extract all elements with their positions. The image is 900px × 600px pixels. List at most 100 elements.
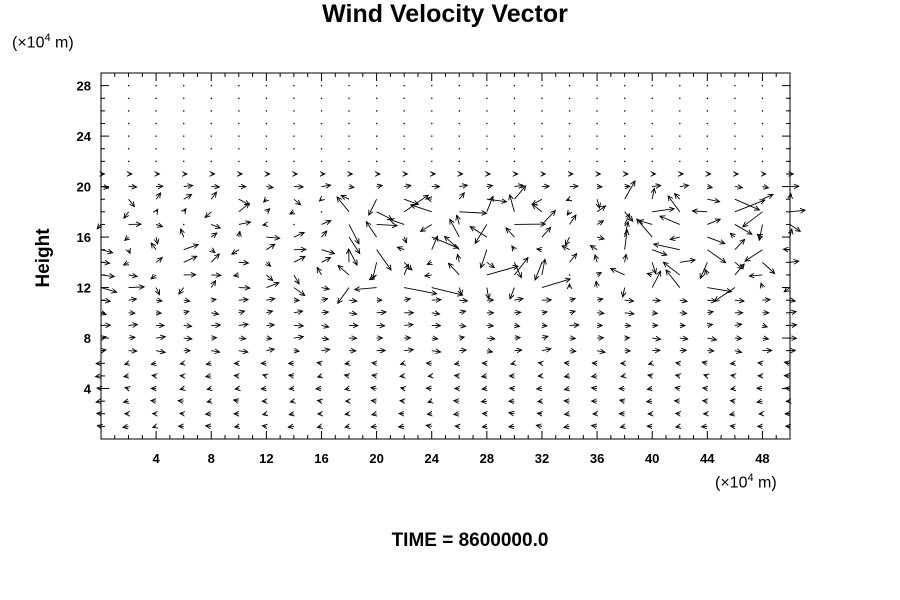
- vector-arrow: [427, 414, 431, 415]
- x-tick-label: 44: [700, 451, 715, 466]
- vector-arrow: [564, 363, 569, 364]
- vector-dot: [431, 148, 433, 150]
- vector-arrow: [596, 281, 597, 288]
- vector-dot: [568, 135, 571, 137]
- vector-dot: [320, 160, 323, 163]
- vector-arrow: [592, 376, 598, 377]
- vector-dot: [679, 160, 681, 163]
- vector-arrow: [734, 300, 744, 301]
- vector-arrow: [97, 388, 101, 389]
- vector-arrow: [450, 219, 460, 238]
- vector-dot: [761, 85, 764, 87]
- vector-arrow: [234, 275, 239, 276]
- vector-dot: [513, 148, 516, 150]
- vector-arrow: [707, 219, 720, 225]
- vector-field: [96, 85, 806, 427]
- vector-arrow: [458, 193, 464, 200]
- vector-dot: [100, 122, 102, 125]
- vector-arrow: [428, 401, 432, 402]
- vector-dot: [624, 148, 626, 150]
- vector-dot: [100, 198, 102, 200]
- x-tick-label: 20: [369, 451, 383, 466]
- vector-dot: [624, 135, 626, 137]
- vector-arrow: [318, 400, 322, 401]
- vector-arrow: [625, 254, 626, 263]
- vector-arrow: [486, 261, 494, 267]
- vector-arrow: [397, 247, 405, 249]
- vector-arrow: [565, 376, 570, 377]
- vector-dot: [458, 148, 460, 150]
- vector-arrow: [623, 287, 625, 297]
- y-unit-suffix: m): [50, 34, 74, 52]
- vector-arrow: [486, 185, 493, 186]
- vector-dot: [624, 122, 626, 125]
- vector-arrow: [400, 376, 404, 377]
- vector-arrow: [596, 237, 604, 239]
- x-tick-label: 4: [153, 451, 161, 466]
- vector-dot: [183, 135, 185, 137]
- vector-arrow: [124, 262, 129, 265]
- vector-arrow: [569, 299, 576, 301]
- vector-arrow: [789, 261, 799, 262]
- vector-arrow: [486, 266, 518, 276]
- vector-arrow: [624, 211, 633, 221]
- vector-arrow: [321, 231, 326, 238]
- vector-arrow: [293, 337, 303, 338]
- vector-dot: [100, 211, 102, 213]
- vector-dot: [789, 97, 791, 99]
- vector-arrow: [128, 325, 138, 326]
- vector-dot: [734, 110, 736, 112]
- vector-dot: [789, 85, 791, 87]
- vector-arrow: [624, 300, 634, 301]
- vector-dot: [789, 122, 791, 125]
- vector-arrow: [541, 336, 548, 338]
- vector-arrow: [702, 362, 707, 363]
- vector-arrow: [569, 254, 577, 263]
- vector-arrow: [707, 199, 719, 202]
- vector-arrow: [668, 196, 681, 213]
- vector-dot: [348, 85, 350, 87]
- vector-arrow: [266, 187, 273, 188]
- vector-arrow: [151, 363, 156, 364]
- vector-arrow: [293, 256, 305, 263]
- vector-arrow: [266, 262, 270, 266]
- vector-arrow: [289, 414, 294, 415]
- vector-arrow: [762, 325, 767, 327]
- vector-arrow: [564, 389, 569, 390]
- chart-title: Wind Velocity Vector: [322, 0, 568, 28]
- vector-dot: [568, 274, 571, 276]
- vector-dot: [238, 110, 240, 112]
- vector-arrow: [125, 387, 128, 388]
- vector-arrow: [321, 185, 330, 186]
- vector-dot: [568, 160, 571, 163]
- vector-dot: [265, 97, 268, 99]
- vector-arrow: [537, 413, 542, 414]
- vector-arrow: [369, 199, 378, 215]
- vector-arrow: [376, 211, 393, 220]
- vector-arrow: [348, 236, 360, 253]
- vector-arrow: [234, 400, 239, 401]
- vector-arrow: [759, 224, 762, 240]
- vector-arrow: [482, 376, 487, 377]
- vector-arrow: [238, 288, 250, 289]
- vector-arrow: [707, 312, 713, 313]
- vector-dot: [376, 135, 378, 137]
- vector-arrow: [345, 389, 349, 390]
- vector-arrow: [123, 426, 129, 427]
- vector-dot: [679, 110, 681, 112]
- vector-arrow: [151, 275, 156, 279]
- vector-arrow: [184, 311, 189, 313]
- vector-arrow: [345, 426, 349, 427]
- vector-arrow: [762, 261, 774, 273]
- vector-dot: [403, 97, 405, 99]
- y-tick-label: 28: [77, 79, 91, 94]
- vector-arrow: [592, 388, 598, 389]
- vector-arrow: [293, 287, 305, 296]
- vector-dot: [127, 110, 130, 112]
- vector-arrow: [266, 209, 269, 212]
- vector-arrow: [238, 311, 245, 313]
- vector-dot: [100, 148, 102, 150]
- vector-dot: [293, 223, 295, 226]
- vector-dot: [238, 122, 240, 125]
- vector-dot: [651, 85, 653, 87]
